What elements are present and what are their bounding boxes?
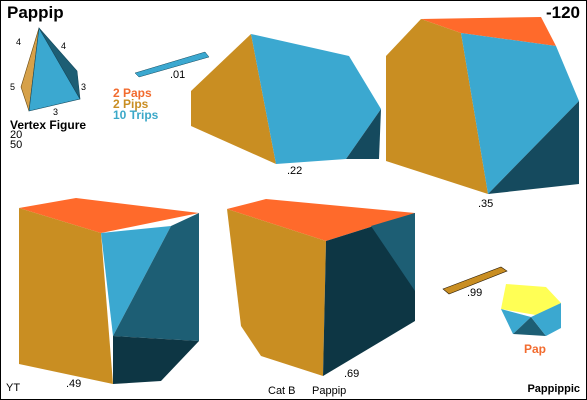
vertex-edge-label: 3 xyxy=(81,82,87,92)
stage-value: .49 xyxy=(66,378,82,390)
vertex-edge-label: 3 xyxy=(53,107,59,117)
footer-left-label: YT xyxy=(6,382,21,394)
vertex-edge-label: 4 xyxy=(16,37,22,47)
stage-69-solid xyxy=(227,199,415,376)
category-label: Cat B xyxy=(268,385,296,397)
stage-value: .99 xyxy=(467,287,483,299)
code-label: -120 xyxy=(545,3,580,22)
stage-value: .01 xyxy=(170,69,186,81)
vertex-edge-label: 4 xyxy=(61,41,67,51)
legend-trips: 10 Trips xyxy=(113,108,159,122)
legend-pips: 2 Pips xyxy=(113,97,149,111)
pap-cap-solid xyxy=(501,284,561,336)
legend-paps: 2 Paps xyxy=(113,86,152,100)
stage-value: .69 xyxy=(344,368,360,380)
vertex-figure-label: Vertex Figure xyxy=(10,118,87,132)
footer-right-label: Pappippic xyxy=(527,383,580,395)
name-label: Pappip xyxy=(312,385,347,397)
stage-49-solid xyxy=(19,198,199,384)
stage-99-solid xyxy=(442,266,508,295)
stage-value: .22 xyxy=(287,165,303,177)
edge-count: 50 xyxy=(10,139,23,151)
page-title: Pappip xyxy=(7,3,64,22)
cap-label: Pap xyxy=(524,342,547,356)
stage-01-solid xyxy=(134,51,210,78)
stage-22-solid xyxy=(191,34,381,164)
vertex-edge-label: 5 xyxy=(10,82,16,92)
vertex-figure-diagram xyxy=(20,27,81,112)
stage-35-solid xyxy=(386,17,579,194)
stage-value: .35 xyxy=(478,198,494,210)
vertex-count: 20 xyxy=(10,129,23,141)
